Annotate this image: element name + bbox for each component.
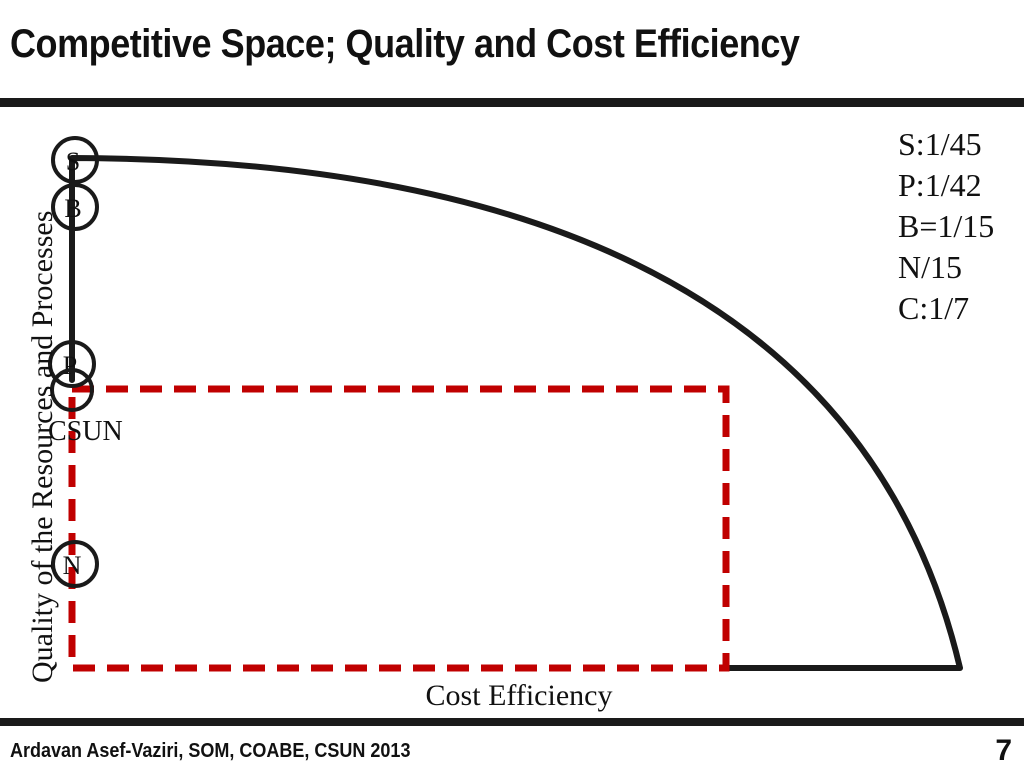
y-axis-label: Quality of the Resources and Processes (26, 211, 59, 683)
csun-region (68, 385, 730, 672)
ratio-legend: S:1/45 P:1/42 B=1/15 N/15 C:1/7 (898, 124, 994, 329)
legend-item-s: S:1/45 (898, 126, 982, 162)
marker-b: B (51, 183, 99, 231)
legend-item-c: C:1/7 (898, 290, 970, 326)
legend-item-p: P:1/42 (898, 167, 982, 203)
page-number: 7 (995, 734, 1012, 767)
legend-item-b: B=1/15 (898, 208, 995, 244)
marker-p-letter: P (63, 351, 77, 380)
title-divider (0, 98, 1024, 107)
x-axis-label: Cost Efficiency (426, 679, 613, 712)
efficiency-frontier (69, 155, 963, 671)
marker-s-letter: S (66, 147, 80, 176)
footer-divider (0, 718, 1024, 726)
csun-label: CSUN (48, 416, 123, 447)
footer-credit: Ardavan Asef-Vaziri, SOM, COABE, CSUN 20… (10, 740, 411, 762)
marker-n: N (51, 540, 99, 588)
marker-s: S (51, 136, 99, 184)
marker-c-letter: C (63, 377, 80, 406)
legend-item-n: N/15 (898, 249, 962, 285)
marker-b-letter: B (64, 194, 81, 223)
marker-c: C (50, 368, 94, 412)
marker-n-letter: N (63, 551, 82, 580)
slide-title: Competitive Space; Quality and Cost Effi… (10, 22, 800, 66)
